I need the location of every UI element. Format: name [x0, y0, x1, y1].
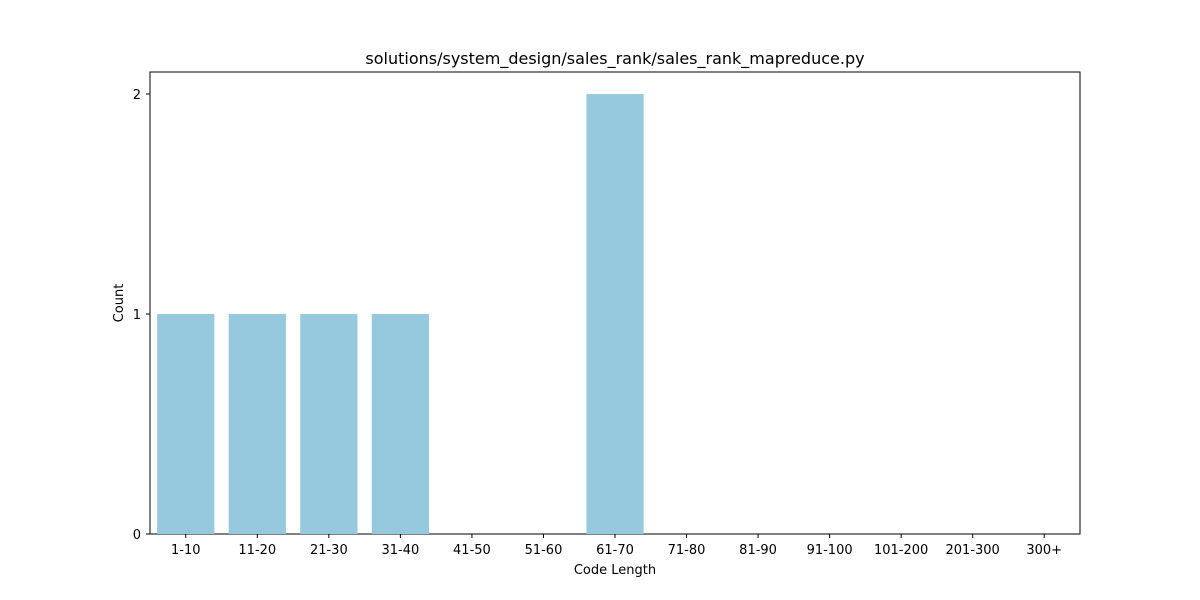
x-axis-label: Code Length — [574, 563, 656, 578]
x-tick-label: 81-90 — [739, 543, 777, 558]
x-tick-label: 300+ — [1026, 543, 1062, 558]
x-tick-label: 71-80 — [668, 543, 706, 558]
x-tick-label: 201-300 — [946, 543, 1000, 558]
x-tick-label: 41-50 — [453, 543, 491, 558]
bar-11-20 — [228, 314, 286, 534]
x-tick-label: 31-40 — [381, 543, 419, 558]
bar-61-70 — [586, 94, 644, 534]
x-tick-label: 11-20 — [238, 543, 276, 558]
x-tick-label: 61-70 — [596, 543, 634, 558]
chart-title: solutions/system_design/sales_rank/sales… — [365, 49, 864, 69]
x-axis-ticks: 1-10 11-20 21-30 31-40 41-50 51-60 61-70 71-80 8… — [171, 534, 1062, 558]
y-axis-label: Count — [112, 284, 127, 323]
bar-31-40 — [371, 314, 429, 534]
x-tick-label: 51-60 — [525, 543, 563, 558]
bar-21-30 — [300, 314, 358, 534]
bar-1-10 — [157, 314, 215, 534]
y-tick-label: 0 — [133, 528, 141, 543]
y-tick-label: 1 — [133, 308, 141, 323]
x-tick-label: 21-30 — [310, 543, 348, 558]
y-tick-label: 2 — [133, 88, 141, 103]
y-axis-ticks: 0 1 2 — [133, 88, 150, 543]
bars-group — [157, 94, 644, 534]
x-tick-label: 101-200 — [874, 543, 928, 558]
x-tick-label: 91-100 — [807, 543, 853, 558]
x-tick-label: 1-10 — [171, 543, 201, 558]
